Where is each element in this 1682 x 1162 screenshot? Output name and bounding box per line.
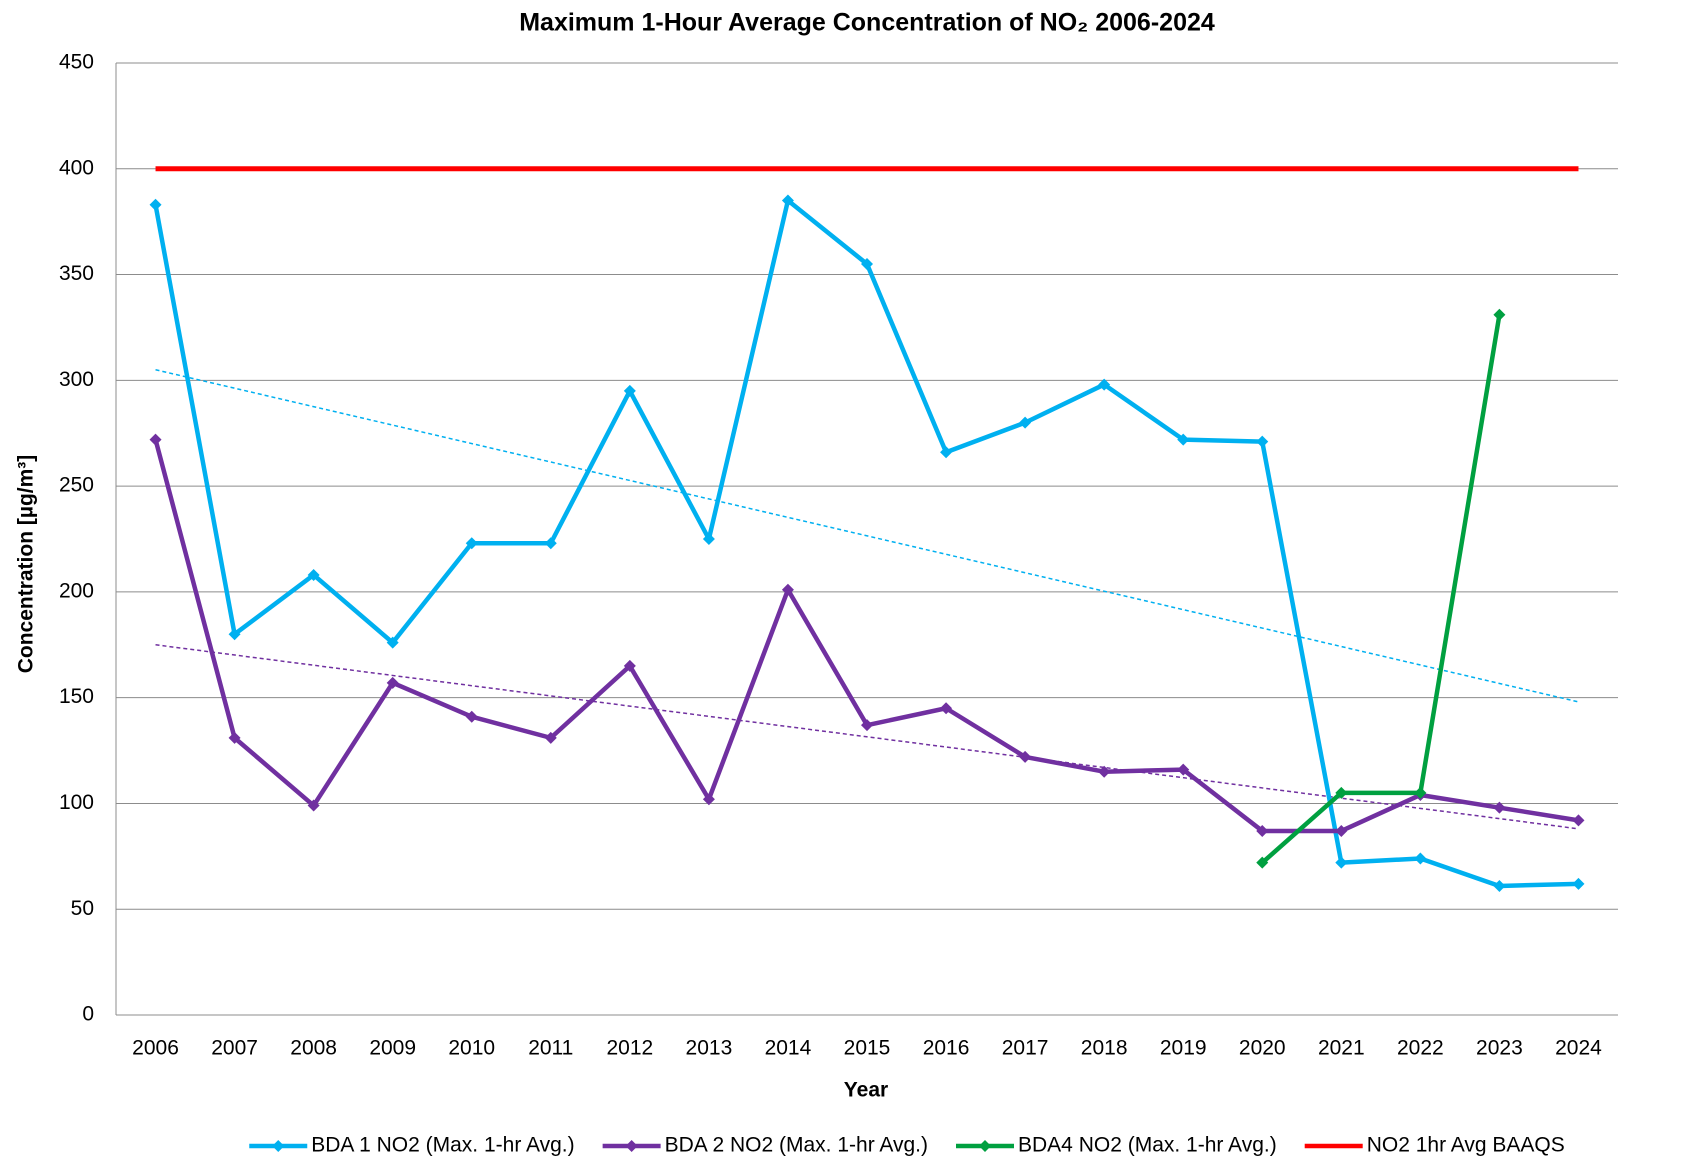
marker	[386, 636, 399, 649]
marker	[781, 583, 794, 596]
marker	[544, 731, 557, 744]
x-tick-label: 2018	[1081, 1037, 1128, 1060]
marker	[1335, 824, 1348, 837]
series-line	[153, 198, 1579, 889]
marker	[1493, 879, 1506, 892]
marker	[781, 194, 794, 207]
marker	[544, 537, 557, 550]
legend-marker	[272, 1140, 285, 1152]
x-tick-label: 2024	[1555, 1037, 1602, 1060]
marker	[1335, 786, 1348, 799]
y-tick-label: 50	[71, 897, 94, 920]
x-tick-label: 2017	[1002, 1037, 1049, 1060]
marker	[1098, 378, 1111, 391]
x-tick-label: 2016	[923, 1037, 970, 1060]
legend: BDA 1 NO2 (Max. 1-hr Avg.) BDA 2 NO2 (Max…	[249, 1134, 1565, 1157]
x-tick-label: 2022	[1397, 1037, 1444, 1060]
x-tick-label: 2020	[1239, 1037, 1286, 1060]
marker	[228, 628, 241, 641]
marker	[1493, 801, 1506, 814]
marker	[228, 731, 241, 744]
marker	[1256, 824, 1269, 837]
marker	[1414, 786, 1427, 799]
chart-title: Maximum 1-Hour Average Concentration of …	[519, 9, 1215, 37]
y-tick-label: 350	[59, 262, 94, 285]
x-tick-label: 2021	[1318, 1037, 1365, 1060]
marker	[1019, 750, 1032, 763]
x-axis-label: Year	[844, 1079, 888, 1102]
x-tick-label: 2006	[132, 1037, 179, 1060]
legend-label: NO2 1hr Avg BAAQS	[1367, 1134, 1565, 1157]
y-tick-label: 100	[59, 791, 94, 814]
marker	[623, 659, 636, 672]
legend-label: BDA 2 NO2 (Max. 1-hr Avg.)	[665, 1134, 928, 1157]
marker	[861, 257, 873, 270]
legend-label: BDA4 NO2 (Max. 1-hr Avg.)	[1018, 1134, 1277, 1157]
marker	[623, 384, 636, 397]
legend-label: BDA 1 NO2 (Max. 1-hr Avg.)	[311, 1134, 574, 1157]
x-tick-label: 2023	[1476, 1037, 1523, 1060]
marker	[861, 719, 873, 732]
marker	[1414, 852, 1427, 865]
marker	[1493, 308, 1506, 321]
marker	[1335, 856, 1348, 869]
marker	[465, 710, 478, 723]
x-tick-label: 2013	[686, 1037, 733, 1060]
x-tick-label: 2009	[369, 1037, 416, 1060]
marker	[307, 568, 320, 581]
y-tick-label: 150	[59, 685, 94, 708]
x-tick-label: 2007	[211, 1037, 258, 1060]
series-line	[153, 438, 1579, 834]
marker	[1572, 877, 1585, 890]
marker	[1256, 856, 1269, 869]
x-tick-label: 2019	[1160, 1037, 1207, 1060]
y-tick-label: 300	[59, 368, 94, 391]
marker	[940, 446, 953, 459]
marker	[702, 793, 715, 806]
x-tick-label: 2011	[528, 1037, 573, 1060]
x-tick-label: 2012	[606, 1037, 653, 1060]
marker	[386, 676, 399, 689]
y-axis-label: Concentration [µg/m³]	[15, 455, 38, 674]
y-tick-label: 0	[82, 1003, 94, 1026]
marker	[1256, 435, 1269, 448]
marker	[1177, 763, 1190, 776]
y-tick-label: 450	[59, 51, 94, 74]
x-tick-label: 2015	[844, 1037, 891, 1060]
y-tick-label: 200	[59, 579, 94, 602]
series-line	[1260, 314, 1502, 865]
legend-marker	[979, 1140, 991, 1152]
x-tick-label: 2008	[290, 1037, 337, 1060]
marker	[1019, 416, 1032, 429]
x-tick-label: 2010	[448, 1037, 495, 1060]
marker	[149, 198, 162, 211]
legend-marker	[625, 1140, 638, 1152]
marker	[307, 799, 320, 812]
x-tick-label: 2014	[765, 1037, 812, 1060]
marker	[1177, 433, 1190, 446]
trendline	[155, 644, 1579, 830]
y-tick-label: 250	[59, 474, 94, 497]
marker	[465, 537, 478, 550]
trendline	[155, 369, 1579, 703]
y-tick-label: 400	[59, 156, 94, 179]
marker	[149, 433, 162, 446]
marker	[940, 702, 953, 715]
marker	[1098, 765, 1111, 778]
marker	[702, 533, 715, 545]
marker	[1572, 814, 1585, 827]
